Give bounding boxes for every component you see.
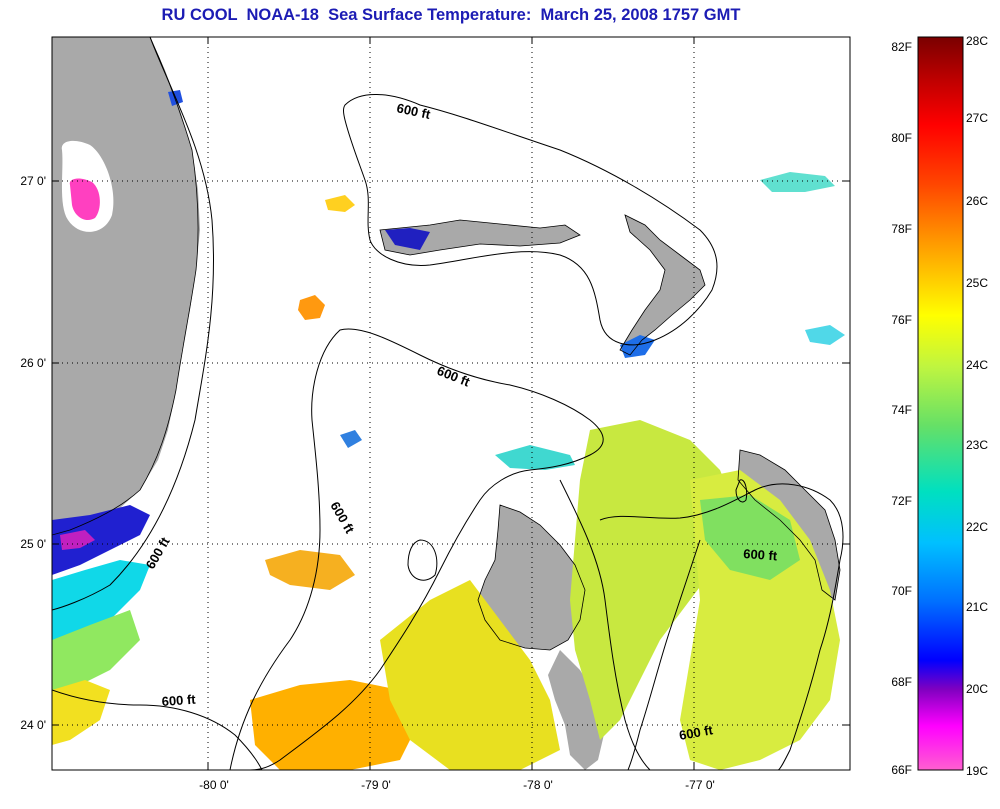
lon-tick-label: -80 0': [199, 778, 229, 792]
sst-patch-strait-green: [52, 610, 140, 700]
colorbar: [917, 36, 964, 771]
andros-south-land: [548, 650, 605, 770]
colorbar-c-label: 27C: [966, 111, 988, 125]
colorbar-c-label: 26C: [966, 194, 988, 208]
sst-patch-abaco-blue: [620, 335, 655, 358]
sst-patch-strait-yellow: [52, 680, 110, 745]
colorbar-f-label: 76F: [891, 313, 912, 327]
map-title: RU COOL NOAA-18 Sea Surface Temperature:…: [161, 6, 741, 24]
lat-tick-label: 25 0': [20, 537, 46, 551]
colorbar-f-label: 70F: [891, 584, 912, 598]
colorbar-f-label: 72F: [891, 494, 912, 508]
map-border: [51, 36, 851, 771]
sst-patch-south-orange: [250, 680, 420, 770]
grand-bahama-land: [380, 220, 580, 255]
lon-tick-label: -77 0': [685, 778, 715, 792]
colorbar-c-label: 24C: [966, 358, 988, 372]
colorbar-c-label: 28C: [966, 34, 988, 48]
sst-patch-west-orange: [265, 550, 355, 590]
colorbar-f-label: 80F: [891, 131, 912, 145]
coastlines: [52, 37, 841, 651]
lon-tick-label: -78 0': [523, 778, 553, 792]
colorbar-c-label: 21C: [966, 600, 988, 614]
colorbar-f-label: 82F: [891, 40, 912, 54]
colorbar-c-label: 25C: [966, 276, 988, 290]
sst-patch-south-yellow: [380, 580, 560, 770]
abaco-land: [620, 215, 705, 355]
map-gridlines: [52, 37, 850, 770]
lat-tick-label: 24 0': [20, 718, 46, 732]
sst-patch-mid-blue: [340, 430, 362, 448]
contour-label: 600 ft: [395, 100, 432, 122]
lat-tick-label: 26 0': [20, 356, 46, 370]
colorbar-c-label: 23C: [966, 438, 988, 452]
colorbar-c-label: 20C: [966, 682, 988, 696]
sst-patch-ne-cyan-2: [805, 325, 845, 345]
sst-patch-keys-magenta: [60, 530, 95, 550]
lake-sst-patch: [69, 178, 100, 221]
lat-tick-label: 27 0': [20, 174, 46, 188]
sst-patch-florida-keys: [52, 505, 150, 575]
colorbar-f-label: 74F: [891, 403, 912, 417]
colorbar-f-label: 66F: [891, 763, 912, 777]
sst-patch-cyan-andros: [495, 445, 575, 470]
sst-patch-grandbahama-blue: [385, 228, 430, 250]
colorbar-c-label: 19C: [966, 764, 988, 778]
bathymetry-contours: [52, 37, 844, 770]
colorbar-f-label: 78F: [891, 222, 912, 236]
sst-patch-ne-cyan: [760, 172, 835, 192]
contour-label: 600 ft: [743, 546, 779, 563]
sst-patch-strait-cyan: [52, 560, 150, 650]
colorbar-f-label: 68F: [891, 675, 912, 689]
contour-label: 600 ft: [678, 722, 715, 743]
lon-tick-label: -79 0': [361, 778, 391, 792]
sst-patch-gulfstream-yellow: [325, 195, 355, 212]
sst-patch-gulfstream-orange: [298, 295, 325, 320]
colorbar-c-label: 22C: [966, 520, 988, 534]
axis-ticks: [52, 37, 850, 770]
contour-label: 600 ft: [161, 692, 197, 709]
